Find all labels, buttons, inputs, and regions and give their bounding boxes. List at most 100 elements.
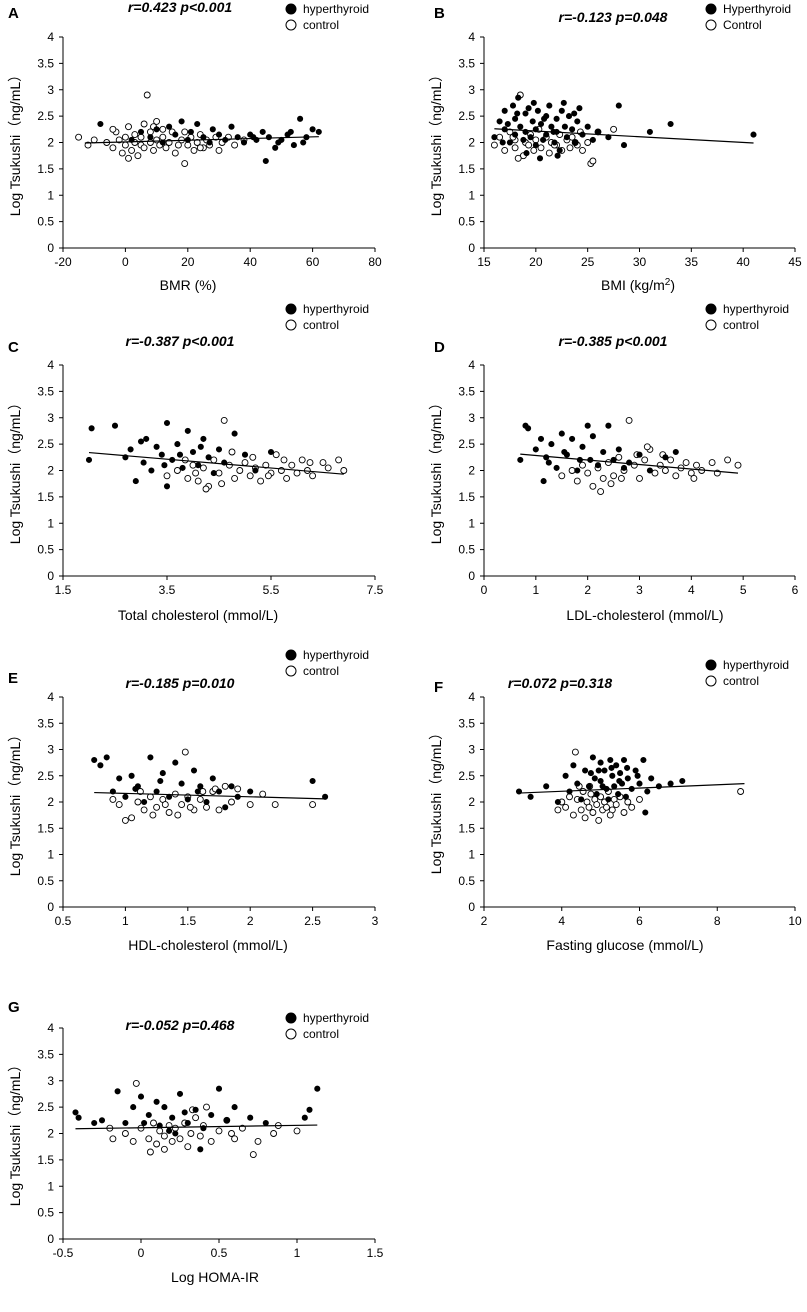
panel-c-control-point: [319, 459, 327, 467]
panel-c-y-tick-label: 3.5: [37, 384, 54, 398]
panel-g-control-point: [153, 1140, 161, 1148]
panel-f-hyperthyroid-point: [617, 770, 624, 777]
panel-b-legend-label-2: Control: [723, 18, 762, 32]
panel-c-hyperthyroid-point: [143, 435, 150, 442]
panel-g-control-point: [203, 1103, 210, 1111]
panel-f-legend-label-1: hyperthyroid: [723, 658, 789, 672]
panel-a-control-point: [109, 125, 117, 133]
panel-f-hyperthyroid-point: [554, 798, 561, 806]
panel-b-hyperthyroid-point: [560, 99, 567, 106]
panel-d-control-point: [610, 472, 618, 480]
panel-a-y-tick-label: 2.5: [37, 109, 54, 123]
panel-b-hyperthyroid-point: [541, 115, 548, 122]
panel-e-hyperthyroid-point: [178, 780, 185, 787]
panel-g-x-tick-label: 1: [294, 1246, 301, 1260]
panel-b-hyperthyroid-point: [615, 102, 622, 109]
panel-f-control-point: [585, 803, 593, 811]
panel-d-control-point: [579, 461, 586, 469]
panel-b-hyperthyroid-point: [620, 142, 628, 149]
panel-d-control-point: [636, 474, 643, 482]
panel-e-hyperthyroid-point: [141, 798, 148, 806]
panel-b-hyperthyroid-point: [750, 131, 757, 138]
panel-f-control-point: [624, 798, 632, 806]
panel-g-control-point: [171, 1124, 179, 1132]
panel-g-hyperthyroid-point: [208, 1111, 215, 1119]
panel-g-control-point: [150, 1119, 157, 1127]
panel-e-hyperthyroid-point: [197, 783, 204, 790]
panel-e-trend-line: [94, 791, 326, 800]
panel-c-trend-line: [88, 451, 344, 475]
panel-f-hyperthyroid-point: [622, 793, 629, 800]
panel-b-control-point: [610, 125, 618, 133]
panel-b-control-point: [490, 141, 498, 149]
panel-g-y-tick-label: 3: [47, 1074, 54, 1088]
panel-d-hyperthyroid-point: [584, 422, 591, 429]
panel-g-hyperthyroid-point: [215, 1085, 223, 1092]
panel-a-hyperthyroid-point: [147, 134, 154, 141]
panel-d-hyperthyroid-point: [620, 464, 628, 471]
panel-d-x-tick-label: 3: [636, 583, 643, 597]
panel-e-control-point: [259, 790, 267, 798]
panel-e-legend-label-1: hyperthyroid: [303, 648, 369, 662]
panel-a-x-tick-label: 60: [306, 255, 320, 269]
panel-d-control-point: [667, 456, 675, 464]
panel-g-hyperthyroid-point: [75, 1114, 82, 1121]
panel-g-hyperthyroid-point: [141, 1119, 148, 1127]
panel-f-control-point: [593, 801, 601, 809]
panel-a-y-tick-label: 3.5: [37, 56, 54, 70]
panel-c-hyperthyroid-point: [184, 427, 191, 434]
panel-a-y-tick-label: 1: [47, 188, 54, 202]
panel-e-hyperthyroid-point: [132, 785, 139, 792]
panel-f-hyperthyroid-point: [620, 756, 628, 764]
panel-b-legend-label-1: Hyperthyroid: [723, 2, 791, 16]
panel-a-legend-label-2: control: [303, 18, 339, 32]
panel-f-hyperthyroid-point: [613, 762, 620, 769]
panel-f-hyperthyroid-point: [611, 783, 618, 790]
panel-f-hyperthyroid-point: [605, 796, 612, 803]
panel-e-legend: hyperthyroid control: [285, 648, 369, 678]
panel-b-control-point: [537, 144, 545, 152]
panel-e-y-tick-label: 3.5: [37, 716, 54, 730]
panel-b-hyperthyroid-point: [491, 134, 498, 141]
panel-b-hyperthyroid-point: [579, 131, 586, 138]
panel-a-hyperthyroid-point: [287, 128, 294, 135]
panel-a-control-point: [109, 144, 117, 152]
panel-e-hyperthyroid-point: [228, 783, 235, 790]
panel-a-y-tick-label: 3: [47, 83, 54, 97]
panel-f-control-point: [737, 788, 745, 795]
panel-a-control-point: [196, 144, 204, 152]
panel-e-y-tick-label: 1.5: [37, 821, 54, 835]
panel-b-hyperthyroid-point: [561, 123, 568, 130]
panel-g-control-point: [228, 1130, 235, 1137]
panel-c-control-point: [272, 451, 280, 459]
panel-g-control-point: [168, 1137, 176, 1145]
panel-a-hyperthyroid-point: [309, 126, 316, 133]
panel-c-hyperthyroid-point: [189, 448, 197, 456]
panel-f-control-point: [636, 795, 643, 803]
panel-c-legend-open-marker: [285, 319, 297, 331]
panel-d-hyperthyroid-point: [646, 467, 653, 474]
panel-e-control-point: [121, 816, 129, 824]
panel-e-control-point: [165, 809, 173, 816]
panel-b-series-hyperthyroid: [491, 94, 757, 162]
panel-a-hyperthyroid-point: [275, 139, 282, 146]
panel-d-hyperthyroid-point: [517, 456, 524, 463]
panel-b-x-tick-label: 45: [788, 255, 802, 269]
panel-g-hyperthyroid-point: [247, 1114, 254, 1121]
panel-b-y-tick-label: 0.5: [458, 215, 475, 229]
panel-d-control-point: [607, 480, 615, 488]
panel-e-x-tick-label: 2: [247, 914, 254, 928]
panel-e-hyperthyroid-point: [153, 788, 160, 795]
panel-f-hyperthyroid-point: [615, 791, 622, 798]
panel-d-hyperthyroid-point: [548, 441, 555, 448]
panel-b-hyperthyroid-point: [667, 120, 674, 128]
panel-a-control-point: [131, 131, 139, 139]
panel-c-hyperthyroid-point: [148, 467, 155, 474]
panel-d-y-axis-label: Log Tsukushi（ng/mL）: [428, 396, 444, 544]
panel-f-hyperthyroid-point: [585, 783, 593, 790]
panel-a-letter: A: [8, 5, 19, 22]
panel-d-y-tick-label: 0: [468, 569, 475, 583]
panel-a-control-point: [159, 133, 167, 141]
panel-f-hyperthyroid-point: [597, 777, 604, 785]
panel-c-hyperthyroid-point: [127, 446, 134, 453]
